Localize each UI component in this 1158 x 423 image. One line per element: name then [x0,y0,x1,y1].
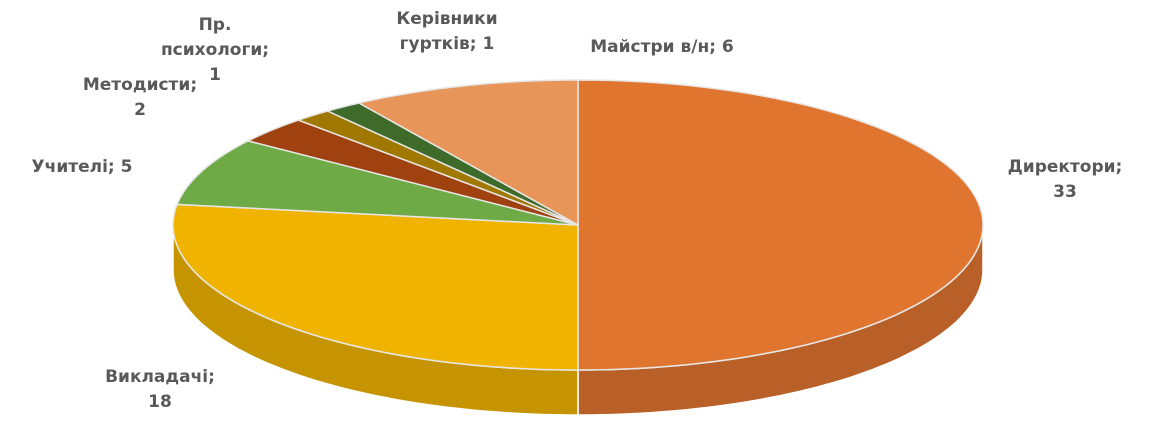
data-label-line: 33 [1053,182,1077,202]
data-label-line: 18 [148,392,172,412]
slice [356,79,579,227]
data-label-line: Методисти; [83,75,197,95]
data-label-line: Викладачі; [105,367,215,387]
data-label-line: 2 [134,100,146,120]
data-label: Методисти; 2 [83,75,197,120]
data-label-line: Пр. [199,15,232,35]
slice [172,203,579,371]
data-label: Директори; 33 [1008,157,1123,202]
data-label-line: Керівники [396,9,497,29]
data-label-line: Майстри в/н; 6 [590,37,734,57]
data-label-line: Учителі; 5 [32,157,133,177]
data-label-line: Директори; [1008,157,1123,177]
slice [175,140,579,226]
data-label: Керівники гуртків; 1 [396,9,497,54]
data-label: Учителі; 5 [32,157,133,177]
data-label-line: 1 [209,65,221,85]
slice [245,119,579,226]
slice [296,110,579,226]
data-label-line: гуртків; 1 [400,34,495,54]
data-label: Викладачі; 18 [105,367,215,412]
slice [577,79,984,371]
data-label: Майстри в/н; 6 [590,37,734,57]
data-label: Пр. психологи; 1 [161,15,269,85]
slice [325,102,579,226]
data-label-line: психологи; [161,40,269,60]
